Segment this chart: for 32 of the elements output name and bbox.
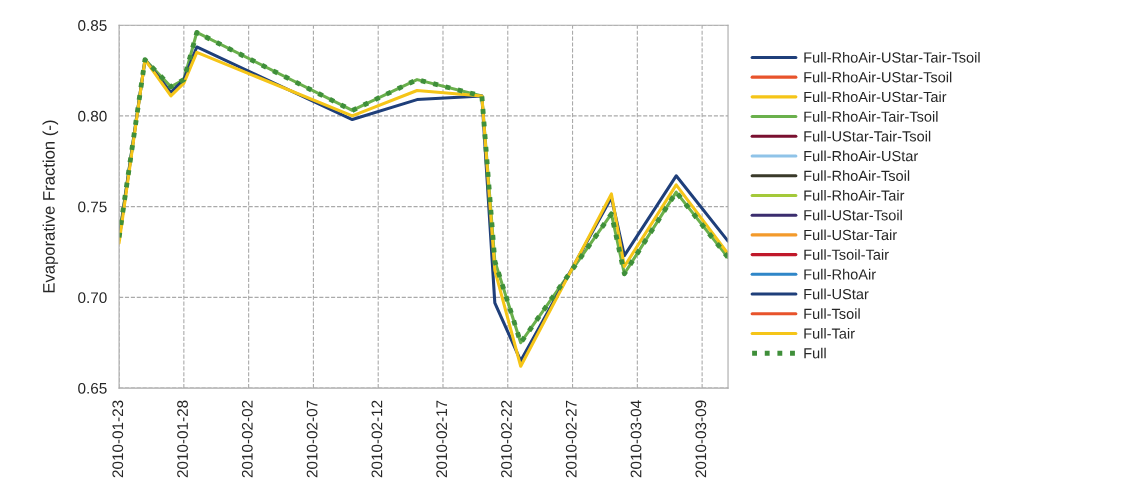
y-tick-label: 0.65 — [78, 382, 107, 394]
x-tick-label: 2010-02-07 — [306, 400, 318, 478]
legend-label: Full-RhoAir-UStar-Tair-Tsoil — [804, 51, 980, 63]
x-tick-label: 2010-02-17 — [436, 400, 448, 478]
x-tick-label: 2010-02-27 — [565, 400, 577, 478]
legend-label: Full-UStar-Tair-Tsoil — [804, 130, 931, 142]
x-tick-label: 2010-03-04 — [630, 400, 642, 478]
x-tick-label: 2010-02-22 — [501, 400, 512, 478]
legend-label: Full-UStar-Tair — [804, 229, 897, 241]
x-tick-label: 2010-03-09 — [695, 400, 707, 478]
legend-label: Full-RhoAir-UStar-Tair — [804, 91, 947, 103]
y-tick-label: 0.80 — [78, 110, 107, 122]
legend-label: Full — [804, 347, 826, 359]
legend-label: Full-RhoAir-Tair-Tsoil — [804, 111, 938, 122]
y-axis-title: Evaporative Fraction (-) — [42, 120, 59, 293]
y-tick-label: 0.85 — [78, 20, 107, 31]
x-tick-label: 2010-01-28 — [177, 400, 188, 478]
legend-label: Full-RhoAir-Tsoil — [804, 170, 910, 181]
legend-label: Full-RhoAir-UStar — [804, 150, 918, 162]
legend-label: Full-UStar — [804, 288, 869, 300]
legend-label: Full-UStar-Tsoil — [804, 209, 902, 221]
legend-label: Full-RhoAir — [804, 268, 876, 280]
x-tick-label: 2010-02-12 — [371, 400, 383, 478]
legend-label: Full-RhoAir-UStar-Tsoil — [804, 71, 952, 83]
y-tick-label: 0.70 — [78, 292, 107, 304]
legend-label: Full-RhoAir-Tair — [804, 189, 905, 201]
x-tick-label: 2010-01-23 — [112, 400, 124, 478]
legend-label: Full-Tsoil — [804, 308, 860, 320]
legend-label: Full-Tsoil-Tair — [804, 249, 889, 260]
x-tick-label: 2010-02-02 — [241, 400, 253, 478]
legend-label: Full-Tair — [804, 328, 855, 339]
y-tick-label: 0.75 — [78, 201, 107, 213]
